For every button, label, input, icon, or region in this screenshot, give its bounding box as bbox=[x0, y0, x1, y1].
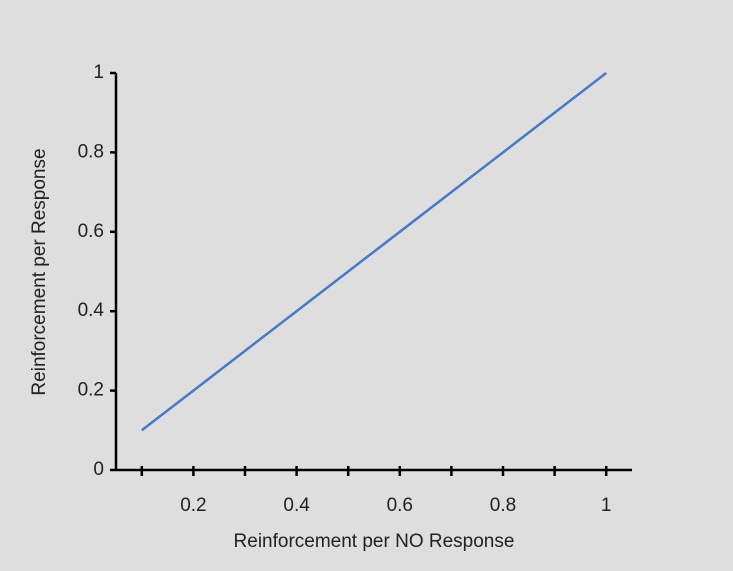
x-tick-label: 0.6 bbox=[387, 495, 413, 516]
y-axis-label: Reinforcement per Response bbox=[29, 148, 50, 395]
y-tick-label: 0.8 bbox=[78, 141, 104, 162]
y-tick-label: 0.6 bbox=[78, 221, 104, 242]
x-axis-label: Reinforcement per NO Response bbox=[234, 531, 515, 552]
data-line bbox=[141, 72, 607, 432]
x-tick-label: 0.4 bbox=[283, 495, 310, 516]
y-tick-label: 0.2 bbox=[78, 380, 104, 401]
x-tick-label: 1 bbox=[601, 495, 612, 516]
y-tick-label: 1 bbox=[93, 62, 104, 83]
y-tick-label: 0 bbox=[93, 459, 104, 480]
x-tick-label: 0.8 bbox=[490, 495, 516, 516]
y-tick-label: 0.4 bbox=[78, 300, 105, 321]
x-tick-label: 0.2 bbox=[180, 495, 206, 516]
